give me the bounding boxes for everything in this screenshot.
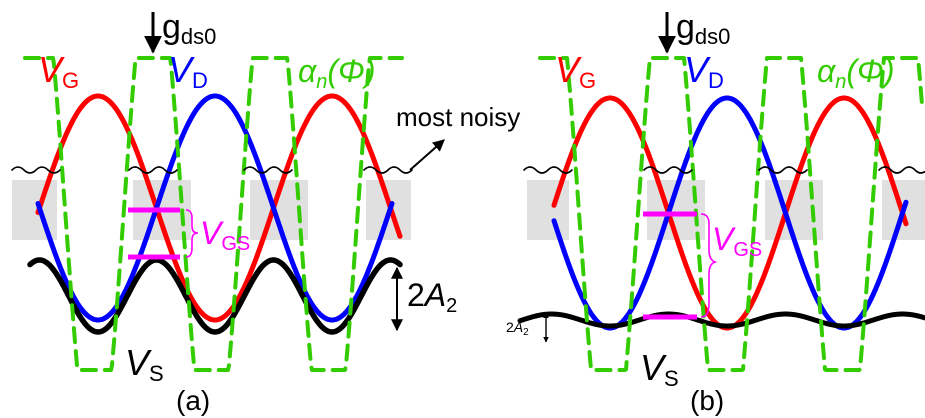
vs-curve-a <box>27 257 403 335</box>
tilde-a-1 <box>11 166 61 174</box>
alpha-label-a: αn(Φ) <box>298 53 375 93</box>
vd-curve-b <box>551 95 909 331</box>
vg-label-a: VG <box>38 49 79 93</box>
vs-label-b: VS <box>640 347 679 391</box>
panel-a: gds0 VG VD αn(Φ) most noisy VGS 2A2 VS (… <box>11 8 520 416</box>
vd-curve-a <box>35 93 395 323</box>
curves-b <box>517 56 925 372</box>
vg-label-b: VG <box>555 49 596 93</box>
tilde-b-4 <box>878 166 925 174</box>
vd-label-a: VD <box>168 49 208 93</box>
a2-label-b: 2A2 <box>506 319 529 338</box>
vgs-brace-b <box>700 213 718 318</box>
tilde-a-4 <box>363 166 413 174</box>
band-b-1 <box>527 180 569 240</box>
vgs-label-a: VGS <box>200 215 250 255</box>
vg-curve-b <box>551 95 909 331</box>
most-noisy-arrow <box>409 139 445 171</box>
alpha-curve-b <box>538 56 924 372</box>
panel-b: gds0 VG VD αn(Φ) VGS 2A2 VS (b) <box>506 8 925 416</box>
panel-label-b: (b) <box>690 385 724 416</box>
a2-label-a: 2A2 <box>407 277 457 317</box>
curves-a <box>11 56 413 372</box>
vd-label-b: VD <box>684 49 724 93</box>
vgs-label-b: VGS <box>712 221 762 261</box>
panel-label-a: (a) <box>176 385 210 416</box>
tilde-a-3 <box>243 166 293 174</box>
alpha-curve-a <box>23 56 404 372</box>
tilde-b-3 <box>758 166 808 174</box>
tilde-b-2 <box>643 166 693 174</box>
vs-label-a: VS <box>125 342 164 386</box>
vgs-brace-a <box>185 209 199 258</box>
gds0-label-b: gds0 <box>676 8 730 49</box>
band-a-1 <box>12 180 57 240</box>
alpha-label-b: αn(Φ) <box>817 53 894 93</box>
most-noisy-label: most noisy <box>396 102 520 132</box>
gds0-label-a: gds0 <box>162 8 216 49</box>
tilde-a-2 <box>128 166 178 174</box>
vg-curve-a <box>35 93 403 323</box>
tilde-b-1 <box>523 166 573 174</box>
